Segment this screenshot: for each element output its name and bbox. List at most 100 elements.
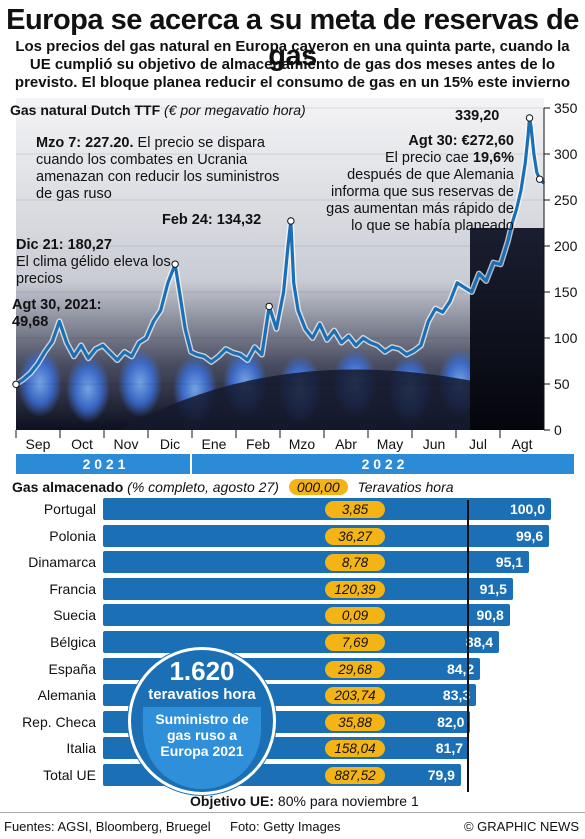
- storage-pct-label: 88,4: [465, 634, 494, 650]
- y-tick-label: 0: [554, 422, 562, 438]
- annotated-point: [12, 380, 20, 388]
- storage-row: Rep. Checa 35,88 82,0: [0, 710, 585, 734]
- flame-shape: [118, 349, 162, 417]
- year-bar-2022: [192, 454, 574, 474]
- x-tick-label: Nov: [114, 436, 139, 452]
- x-tick-label: Feb: [246, 436, 270, 452]
- storage-row: Italia 158,04 81,7: [0, 737, 585, 760]
- y-tick-label: 50: [554, 376, 570, 392]
- year-bar-2021: [16, 454, 190, 474]
- storage-twh-pill: 35,88: [325, 713, 385, 731]
- storage-country: Dinamarca: [28, 554, 96, 571]
- storage-twh-pill: 8,78: [325, 554, 385, 572]
- x-tick-label: Mzo: [289, 436, 316, 452]
- x-tick-label: Ene: [202, 436, 227, 452]
- year-label-2021: 2 0 2 1: [83, 456, 126, 472]
- x-tick-label: Oct: [71, 436, 93, 452]
- price-series: [12, 114, 547, 388]
- x-tick-label: Agt: [511, 436, 532, 452]
- storage-twh-pill: 29,68: [325, 660, 385, 678]
- gas-flames-photo: [18, 228, 544, 430]
- storage-row: Suecia 0,09 90,8: [0, 604, 585, 627]
- y-tick-label: 150: [554, 284, 578, 300]
- circle-text: Suministro de gas ruso a Europa 2021: [143, 707, 261, 789]
- storage-row: Dinamarca 8,78 95,1: [0, 551, 585, 574]
- burner-shape: [120, 369, 544, 430]
- storage-twh-pill: 887,52: [325, 767, 385, 784]
- storage-twh-pill: 0,09: [325, 607, 385, 625]
- circle-unit: teravatios hora: [148, 686, 256, 703]
- legend-twh-unit: Teravatios hora: [357, 479, 454, 495]
- annotated-point: [265, 302, 273, 311]
- storage-row: Portugal 3,85 100,0: [0, 498, 585, 521]
- annotation-dic-21: Dic 21: 180,27 El clima gélido eleva los …: [16, 237, 171, 287]
- y-axis: 0 50 100 150 200 250 300 350: [543, 100, 578, 438]
- storage-pct-label: 99,6: [515, 527, 544, 544]
- storage-bars: Portugal 3,85 100,0 Polonia 36,27 99,6 Dinamar…: [0, 498, 585, 793]
- storage-country: Alemania: [37, 687, 96, 704]
- footer-sources: Fuentes: AGSI, Bloomberg, Bruegel: [4, 819, 211, 834]
- eu-goal-label: Objetivo UE: 80% para noviembre 1: [190, 793, 419, 809]
- annotation-feb-24: Feb 24: 134,32: [162, 212, 262, 228]
- x-tick-label: Sep: [26, 436, 51, 452]
- annotation-mzo-7: Mzo 7: 227.20. El precio se dispara cuan…: [36, 135, 280, 202]
- storage-row: Alemania 203,74 83,3: [0, 684, 585, 707]
- storage-twh-pill: 3,85: [325, 501, 385, 518]
- y-tick-label: 350: [554, 100, 578, 116]
- storage-bar: [103, 604, 510, 627]
- annotated-point: [535, 175, 544, 183]
- footer-photo: Foto: Getty Images: [230, 819, 341, 834]
- annotated-point: [525, 114, 534, 122]
- x-tick-label: Jun: [423, 436, 446, 452]
- storage-country: Portugal: [43, 501, 96, 517]
- storage-row: Total UE 887,52 79,9: [0, 764, 585, 787]
- storage-pct-label: 83,3: [442, 687, 471, 704]
- storage-pct-label: 90,8: [476, 607, 504, 624]
- storage-country: Total UE: [43, 767, 96, 783]
- storage-twh-pill: 203,74: [325, 687, 385, 705]
- dark-photo-area: [470, 228, 544, 430]
- storage-pct-label: 84,2: [446, 660, 475, 677]
- annotation-agt-2021: Agt 30, 2021: 49,68: [12, 297, 102, 330]
- x-tick-label: May: [377, 436, 403, 452]
- storage-twh-pill: 7,69: [325, 634, 385, 651]
- storage-country: Francia: [49, 580, 96, 597]
- storage-bar: [103, 551, 530, 574]
- storage-row: España 29,68 84,2: [0, 657, 585, 681]
- y-tick-label: 300: [554, 146, 578, 162]
- storage-pct-label: 95,1: [495, 554, 524, 571]
- y-tick-label: 100: [554, 330, 578, 346]
- storage-pct-label: 100,0: [509, 501, 545, 517]
- storage-row: Polonia 36,27 99,6: [0, 524, 585, 548]
- storage-twh-pill: 158,04: [325, 740, 385, 758]
- footer-credit: © GRAPHIC NEWS: [463, 819, 579, 834]
- storage-country: España: [48, 660, 96, 677]
- storage-country: Bélgica: [50, 634, 96, 650]
- price-chart: 0 50 100 150 200 250 300 350 Sep Oct Nov Dic Ene Feb…: [0, 98, 585, 478]
- storage-country: Rep. Checa: [22, 713, 96, 730]
- storage-header: Gas almacenado (% completo, agosto 27) 0…: [12, 479, 454, 495]
- chart-label: Gas natural Dutch TTF (€ por megavatio h…: [10, 102, 306, 118]
- storage-pct-label: 82,0: [437, 713, 465, 730]
- y-tick-label: 250: [554, 192, 578, 208]
- x-tick-label: Dic: [160, 436, 180, 452]
- annotation-agt-30: Agt 30: €272,60 El precio cae 19,6% desp…: [326, 133, 514, 234]
- x-axis: Sep Oct Nov Dic Ene Feb Mzo Abr May Jun Jul Agt 2 0 …: [15, 430, 574, 474]
- eu-goal-line: [467, 500, 469, 792]
- storage-twh-pill: 36,27: [325, 527, 385, 545]
- flame-shape: [66, 355, 110, 423]
- page-title: Europa se acerca a su meta de reservas d…: [6, 4, 579, 72]
- legend-twh-pill: 000,00: [288, 479, 348, 495]
- annotated-point: [287, 217, 295, 225]
- storage-twh-pill: 120,39: [325, 580, 385, 598]
- storage-country: Suecia: [53, 607, 96, 624]
- x-tick-label: Jul: [469, 436, 487, 452]
- x-tick-label: Abr: [335, 436, 357, 452]
- circle-value: 1.620: [169, 656, 235, 686]
- storage-bar: [103, 577, 513, 600]
- storage-pct-label: 81,7: [435, 740, 464, 757]
- flame-shape: [18, 349, 62, 417]
- storage-pct-label: 79,9: [427, 767, 455, 783]
- year-label-2022: 2 0 2 2: [362, 456, 405, 472]
- series-line: [15, 116, 546, 386]
